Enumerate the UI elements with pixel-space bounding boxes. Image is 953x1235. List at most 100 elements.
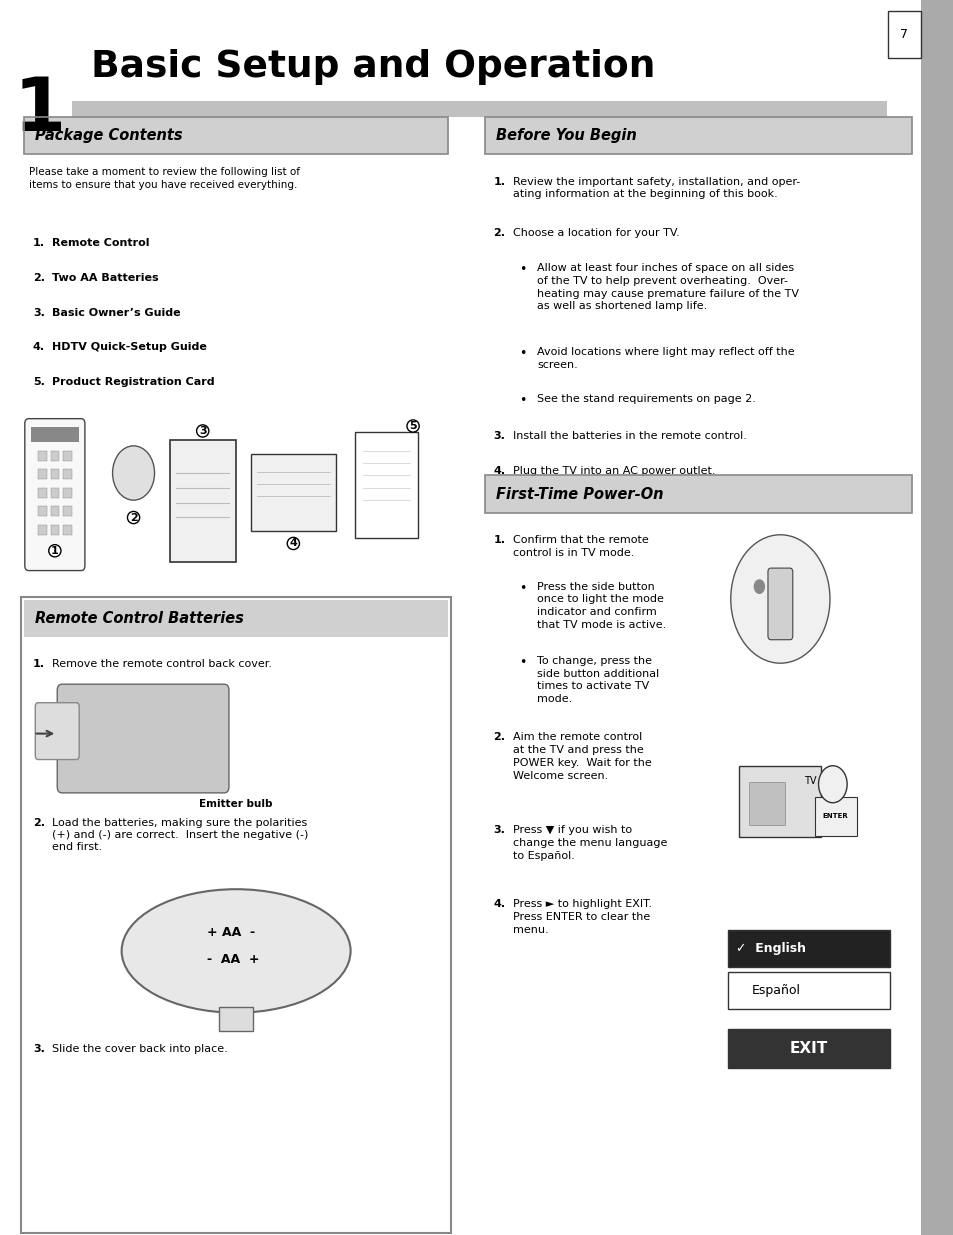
- FancyBboxPatch shape: [251, 454, 335, 531]
- Ellipse shape: [122, 889, 351, 1013]
- Bar: [748, 782, 784, 825]
- Bar: [38, 469, 47, 479]
- Text: Confirm that the remote
control is in TV mode.: Confirm that the remote control is in TV…: [513, 535, 648, 557]
- Text: Basic Setup and Operation: Basic Setup and Operation: [91, 49, 655, 85]
- Text: Emitter bulb: Emitter bulb: [199, 799, 273, 809]
- Text: 3.: 3.: [33, 1044, 45, 1053]
- Text: 5.: 5.: [33, 377, 45, 387]
- Bar: [63, 488, 71, 498]
- Text: ENTER: ENTER: [822, 814, 847, 819]
- Bar: [24, 117, 448, 154]
- Bar: [920, 0, 953, 1235]
- FancyBboxPatch shape: [767, 568, 792, 640]
- Text: Basic Owner’s Guide: Basic Owner’s Guide: [52, 308, 181, 317]
- Bar: [38, 451, 47, 461]
- Text: 4.: 4.: [32, 342, 45, 352]
- Bar: [30, 427, 79, 442]
- Bar: [727, 972, 889, 1009]
- Text: -  AA  +: - AA +: [208, 953, 260, 966]
- Text: Allow at least four inches of space on all sides
of the TV to help prevent overh: Allow at least four inches of space on a…: [537, 263, 799, 311]
- Circle shape: [112, 446, 154, 500]
- Circle shape: [818, 766, 846, 803]
- Bar: [484, 475, 911, 513]
- Text: 4.: 4.: [493, 899, 505, 909]
- Bar: [63, 506, 71, 516]
- Bar: [484, 117, 911, 154]
- Text: 2.: 2.: [32, 818, 45, 827]
- Bar: [484, 117, 911, 154]
- Bar: [38, 525, 47, 535]
- Bar: [38, 506, 47, 516]
- Text: 2.: 2.: [493, 732, 505, 742]
- Bar: [51, 469, 59, 479]
- Text: Remove the remote control back cover.: Remove the remote control back cover.: [52, 659, 273, 669]
- Bar: [51, 451, 59, 461]
- Bar: [51, 525, 59, 535]
- Text: •: •: [518, 394, 526, 408]
- Text: Two AA Batteries: Two AA Batteries: [52, 273, 159, 283]
- Text: TV: TV: [803, 776, 816, 785]
- Bar: [63, 469, 71, 479]
- Bar: [727, 930, 889, 967]
- Text: 5: 5: [409, 421, 416, 431]
- Text: 2.: 2.: [493, 228, 505, 238]
- Text: Package Contents: Package Contents: [35, 128, 183, 143]
- Text: 1.: 1.: [32, 238, 45, 248]
- Bar: [24, 117, 448, 154]
- Text: Remote Control Batteries: Remote Control Batteries: [35, 611, 244, 626]
- Text: 1: 1: [51, 546, 59, 556]
- FancyBboxPatch shape: [739, 766, 821, 837]
- Bar: [63, 451, 71, 461]
- Text: HDTV Quick-Setup Guide: HDTV Quick-Setup Guide: [52, 342, 207, 352]
- Text: Remote Control: Remote Control: [52, 238, 150, 248]
- Bar: [71, 101, 886, 117]
- Text: Product Registration Card: Product Registration Card: [52, 377, 214, 387]
- FancyBboxPatch shape: [21, 597, 451, 1233]
- Text: To change, press the
side button additional
times to activate TV
mode.: To change, press the side button additio…: [537, 656, 659, 704]
- Bar: [51, 506, 59, 516]
- FancyBboxPatch shape: [57, 684, 229, 793]
- FancyBboxPatch shape: [814, 797, 856, 836]
- Bar: [484, 475, 911, 513]
- Text: Aim the remote control
at the TV and press the
POWER key.  Wait for the
Welcome : Aim the remote control at the TV and pre…: [513, 732, 651, 781]
- FancyBboxPatch shape: [355, 432, 417, 538]
- Text: 4.: 4.: [493, 466, 505, 475]
- Text: 4: 4: [289, 538, 297, 548]
- Text: 1.: 1.: [493, 535, 505, 545]
- FancyBboxPatch shape: [170, 440, 235, 562]
- Text: 3.: 3.: [33, 308, 45, 317]
- Bar: [38, 488, 47, 498]
- Text: Review the important safety, installation, and oper-
ating information at the be: Review the important safety, installatio…: [513, 177, 800, 199]
- Text: See the stand requirements on page 2.: See the stand requirements on page 2.: [537, 394, 755, 404]
- Text: 1.: 1.: [493, 177, 505, 186]
- Bar: [24, 600, 448, 637]
- Text: Avoid locations where light may reflect off the
screen.: Avoid locations where light may reflect …: [537, 347, 794, 369]
- FancyBboxPatch shape: [887, 11, 920, 58]
- Text: Slide the cover back into place.: Slide the cover back into place.: [52, 1044, 228, 1053]
- Bar: [63, 525, 71, 535]
- Circle shape: [753, 579, 764, 594]
- Text: 3.: 3.: [494, 825, 505, 835]
- Text: Plug the TV into an AC power outlet.: Plug the TV into an AC power outlet.: [513, 466, 715, 475]
- FancyBboxPatch shape: [35, 703, 79, 760]
- Text: Choose a location for your TV.: Choose a location for your TV.: [513, 228, 679, 238]
- Text: 1.: 1.: [32, 659, 45, 669]
- Bar: [51, 488, 59, 498]
- Text: Install the batteries in the remote control.: Install the batteries in the remote cont…: [513, 431, 746, 441]
- Text: 3.: 3.: [494, 431, 505, 441]
- Text: Español: Español: [751, 984, 800, 997]
- Text: Press the side button
once to light the mode
indicator and confirm
that TV mode : Press the side button once to light the …: [537, 582, 665, 630]
- Text: Please take a moment to review the following list of
items to ensure that you ha: Please take a moment to review the follo…: [29, 167, 299, 190]
- Text: •: •: [518, 582, 526, 595]
- Circle shape: [730, 535, 829, 663]
- Text: •: •: [518, 347, 526, 361]
- Text: •: •: [518, 656, 526, 669]
- Bar: [218, 1007, 253, 1031]
- Text: 7: 7: [900, 28, 907, 41]
- Text: 3: 3: [199, 426, 206, 436]
- Text: EXIT: EXIT: [789, 1041, 827, 1056]
- Text: ✓  English: ✓ English: [735, 942, 804, 955]
- Text: + AA  -: + AA -: [208, 926, 255, 939]
- Text: Before You Begin: Before You Begin: [496, 128, 637, 143]
- Text: Press ▼ if you wish to
change the menu language
to Español.: Press ▼ if you wish to change the menu l…: [513, 825, 667, 861]
